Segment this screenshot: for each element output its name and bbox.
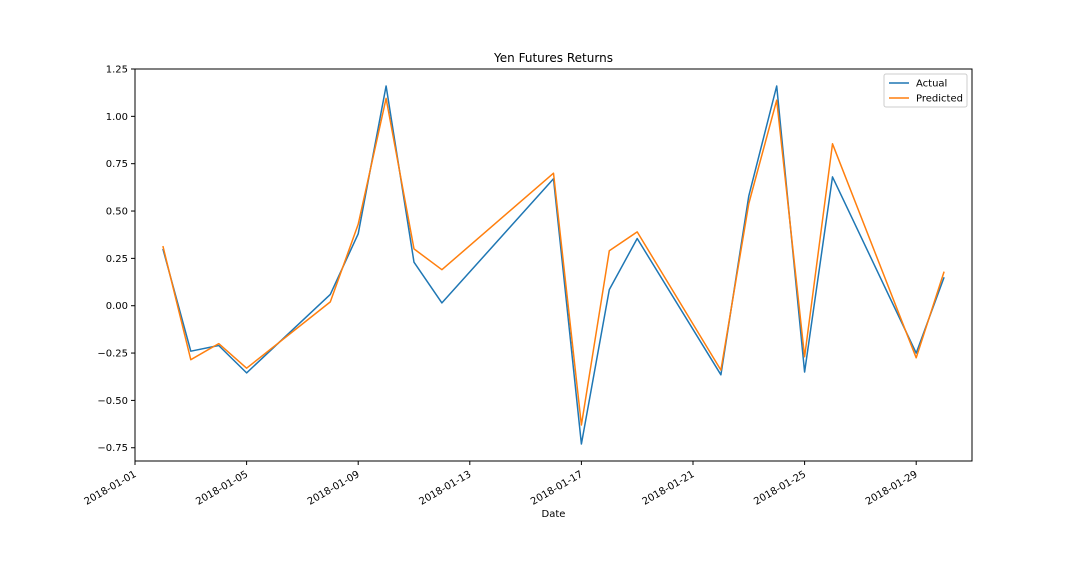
y-tick-label: −0.50 bbox=[97, 396, 128, 407]
y-tick-label: 0.75 bbox=[106, 159, 128, 170]
y-tick-label: −0.25 bbox=[97, 349, 128, 360]
legend-label: Predicted bbox=[916, 94, 963, 105]
y-tick-label: 1.00 bbox=[106, 112, 128, 123]
y-axis: 1.25 1.00 0.75 0.50 0.25 0.00 −0.25 −0.50 −0.75 bbox=[97, 65, 135, 454]
series-line-actual bbox=[162, 85, 945, 445]
plot-frame bbox=[134, 68, 973, 462]
x-axis-label: Date bbox=[542, 509, 566, 520]
x-tick-label: 2018-01-01 bbox=[83, 469, 139, 508]
y-tick-label: 0.50 bbox=[106, 207, 128, 218]
y-tick-label: 0.00 bbox=[106, 301, 128, 312]
x-tick-label: 2018-01-09 bbox=[306, 469, 362, 508]
x-tick-label: 2018-01-21 bbox=[641, 469, 697, 508]
y-tick-label: 1.25 bbox=[106, 65, 128, 76]
x-tick-label: 2018-01-25 bbox=[752, 469, 808, 508]
x-axis: 2018-01-01 2018-01-05 2018-01-09 2018-01-13… bbox=[83, 461, 920, 508]
legend: Actual Predicted bbox=[883, 73, 968, 108]
chart-title: Yen Futures Returns bbox=[493, 51, 613, 65]
legend-label: Actual bbox=[916, 79, 947, 90]
y-tick-label: −0.75 bbox=[97, 443, 128, 454]
series-lines bbox=[162, 85, 945, 445]
y-tick-label: 0.25 bbox=[106, 254, 128, 265]
x-tick-label: 2018-01-29 bbox=[864, 469, 920, 508]
series-line-predicted bbox=[162, 97, 945, 426]
x-tick-label: 2018-01-05 bbox=[194, 469, 250, 508]
x-tick-label: 2018-01-17 bbox=[529, 469, 585, 508]
x-tick-label: 2018-01-13 bbox=[417, 469, 473, 508]
